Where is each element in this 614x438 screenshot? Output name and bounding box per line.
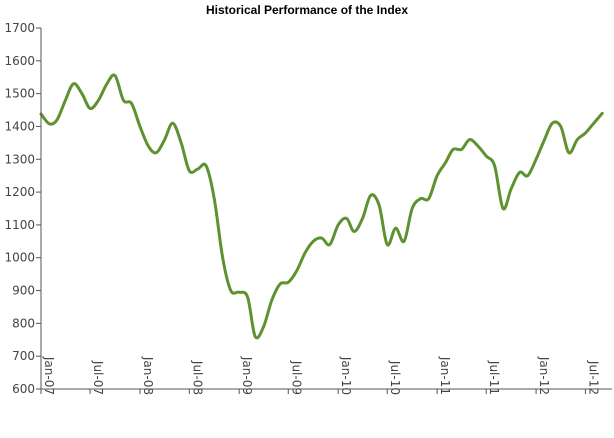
x-tick-label: Jul-07 bbox=[91, 360, 105, 395]
x-tick-label: Jan-10 bbox=[339, 356, 353, 395]
x-tick-label: Jul-09 bbox=[289, 360, 303, 395]
x-tick-label: Jul-11 bbox=[487, 360, 501, 395]
y-tick-label: 1600 bbox=[4, 54, 35, 68]
y-tick-label: 800 bbox=[12, 316, 35, 330]
chart-title: Historical Performance of the Index bbox=[206, 3, 408, 17]
x-tick-label: Jan-08 bbox=[141, 356, 155, 395]
x-tick-label: Jul-10 bbox=[388, 360, 402, 395]
x-tick-label: Jan-07 bbox=[42, 356, 56, 395]
x-tick-label: Jan-11 bbox=[438, 356, 452, 395]
series-line bbox=[39, 73, 604, 340]
x-tick-label: Jan-12 bbox=[537, 356, 551, 395]
y-tick-label: 1000 bbox=[4, 251, 35, 265]
y-tick-label: 1500 bbox=[4, 87, 35, 101]
y-tick-label: 1700 bbox=[4, 21, 35, 35]
y-tick-label: 900 bbox=[12, 284, 35, 298]
y-axis-ticks: 600 700 800 900 1000 1100 1200 1300 1400 1500 1600… bbox=[4, 21, 41, 396]
y-tick-label: 1300 bbox=[4, 152, 35, 166]
y-tick-label: 1400 bbox=[4, 119, 35, 133]
y-tick-label: 1100 bbox=[4, 218, 35, 232]
x-axis-ticks: Jan-07 Jul-07 Jan-08 Jul-08 Jan-09 Jul-09 Jan-… bbox=[40, 356, 600, 395]
x-tick-label: Jul-08 bbox=[190, 360, 204, 395]
y-tick-label: 700 bbox=[12, 349, 35, 363]
series-group bbox=[39, 73, 604, 340]
y-tick-label: 1200 bbox=[4, 185, 35, 199]
x-tick-label: Jan-09 bbox=[240, 356, 254, 395]
y-tick-label: 600 bbox=[12, 382, 35, 396]
x-tick-label: Jul-12 bbox=[586, 360, 600, 395]
